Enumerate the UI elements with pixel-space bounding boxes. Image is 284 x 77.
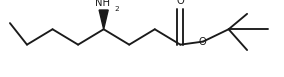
- Polygon shape: [99, 10, 108, 29]
- Text: O: O: [199, 37, 206, 47]
- Text: O: O: [176, 0, 184, 6]
- Text: NH: NH: [95, 0, 110, 8]
- Text: 2: 2: [114, 6, 119, 12]
